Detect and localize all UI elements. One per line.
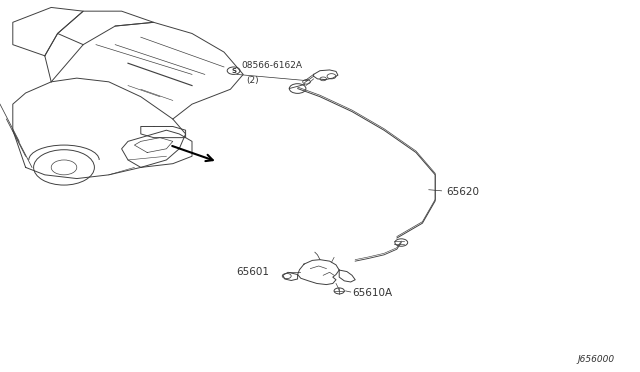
Text: 65610A: 65610A: [352, 288, 392, 298]
Text: (2): (2): [246, 76, 259, 85]
Text: S: S: [231, 68, 236, 74]
Text: 65620: 65620: [446, 187, 479, 196]
Text: J656000: J656000: [577, 355, 614, 364]
Text: 08566-6162A: 08566-6162A: [241, 61, 302, 70]
Text: 65601: 65601: [236, 267, 269, 277]
